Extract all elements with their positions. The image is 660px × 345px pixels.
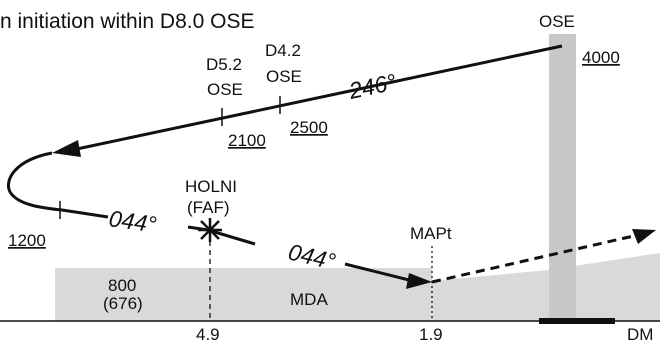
mda-label: MDA [290,290,328,309]
procedure-turn [7,151,63,212]
chart-title: n initiation within D8.0 OSE [0,10,254,33]
station-column [549,34,576,322]
station-altitude: 4000 [582,48,620,67]
d52-line1: D5.2 [206,55,242,74]
turn-altitude: 1200 [8,231,46,250]
d42-altitude: 2500 [290,118,328,137]
distance-tick-mapt: 1.9 [419,325,443,344]
d42-line1: D4.2 [265,41,301,60]
final-arrow [406,273,432,289]
d42-line2: OSE [266,67,302,86]
mapt-name: MAPt [410,224,452,243]
missed-approach-path [431,233,639,284]
outbound-arrow [52,140,81,157]
mda-area [55,253,660,321]
distance-unit: DM [627,325,653,344]
outbound-heading: 246° [346,69,399,105]
inbound-heading-1: 044° [107,205,158,237]
d52-line2: OSE [207,80,243,99]
faf-star-icon [198,218,222,242]
mda-height: (676) [103,294,143,313]
outbound-leg [71,44,563,152]
mda-altitude: 800 [108,276,136,295]
d52-altitude: 2100 [228,131,266,150]
inbound-leg [61,208,109,219]
final-leg [344,262,414,283]
missed-approach-arrow [632,229,656,244]
holni-name: HOLNI [185,177,237,196]
holni-role: (FAF) [187,198,230,217]
runway-bar [539,318,615,324]
distance-tick-faf: 4.9 [196,325,220,344]
station-name: OSE [539,12,575,31]
